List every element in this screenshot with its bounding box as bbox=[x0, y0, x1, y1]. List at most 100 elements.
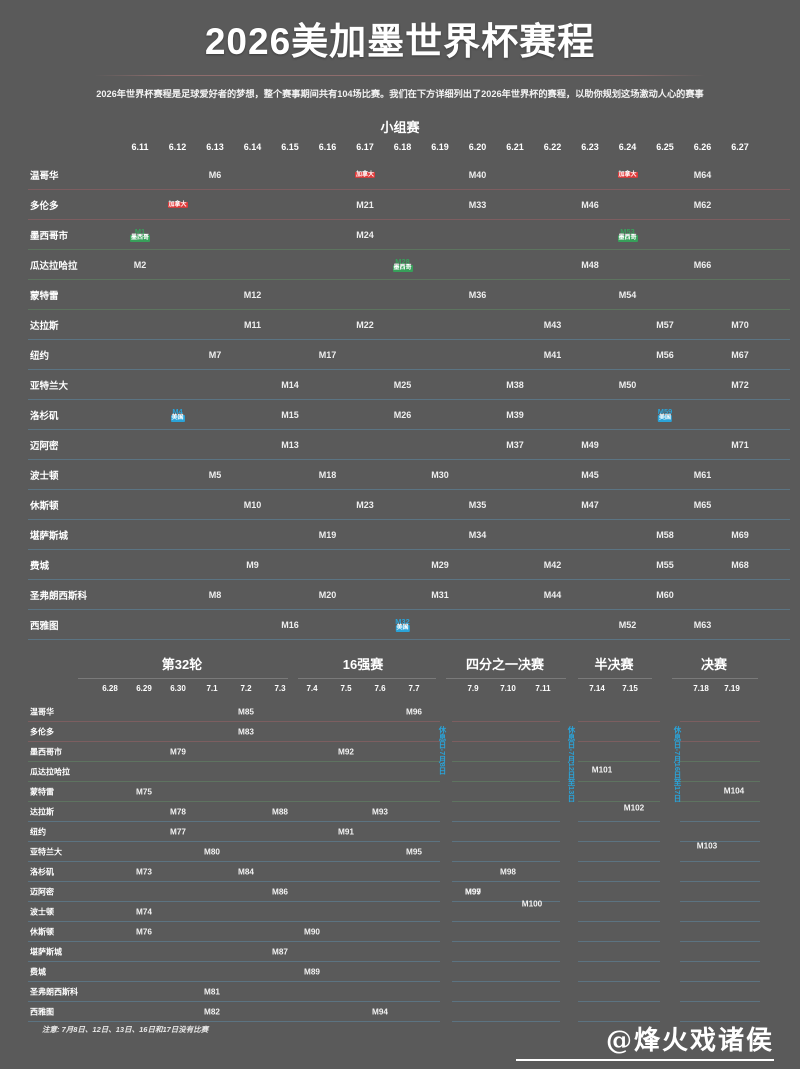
match-cell[interactable]: M88 bbox=[272, 807, 288, 817]
match-cell[interactable]: M67 bbox=[731, 349, 749, 360]
match-cell[interactable]: M23 bbox=[356, 499, 374, 510]
match-cell[interactable]: M75 bbox=[136, 787, 152, 797]
match-cell[interactable]: M37 bbox=[506, 439, 524, 450]
match-cell[interactable]: M18 bbox=[318, 469, 337, 480]
match-cell[interactable]: M15 bbox=[281, 409, 299, 420]
match-cell[interactable]: M77 bbox=[170, 827, 186, 837]
match-cell[interactable]: M91 bbox=[338, 827, 354, 837]
match-cell[interactable]: M102 bbox=[623, 803, 645, 813]
match-cell[interactable]: M56 bbox=[656, 349, 674, 360]
match-cell[interactable]: M35 bbox=[468, 499, 487, 510]
match-cell[interactable]: M97 bbox=[465, 887, 481, 897]
match-cell[interactable]: M36 bbox=[468, 289, 487, 300]
host-match-marker[interactable]: M1 墨西哥 bbox=[129, 227, 151, 242]
host-match-marker[interactable]: M53 墨西哥 bbox=[617, 227, 638, 242]
match-cell[interactable]: M76 bbox=[136, 927, 152, 937]
match-cell[interactable]: M89 bbox=[304, 967, 320, 977]
match-cell[interactable]: M84 bbox=[238, 867, 254, 877]
match-cell[interactable]: M101 bbox=[591, 765, 613, 775]
match-cell[interactable]: M29 bbox=[431, 559, 449, 570]
match-cell[interactable]: M24 bbox=[356, 229, 374, 240]
match-cell[interactable]: M72 bbox=[731, 379, 749, 390]
match-cell[interactable]: M74 bbox=[136, 907, 152, 917]
match-cell[interactable]: M82 bbox=[204, 1007, 220, 1017]
match-cell[interactable]: M2 bbox=[133, 259, 147, 270]
match-cell[interactable]: M25 bbox=[393, 379, 412, 390]
match-cell[interactable]: M13 bbox=[281, 439, 299, 450]
match-cell[interactable]: M98 bbox=[500, 867, 516, 877]
match-cell[interactable]: M49 bbox=[581, 439, 599, 450]
match-cell[interactable]: M93 bbox=[372, 807, 388, 817]
match-cell[interactable]: M19 bbox=[318, 529, 337, 540]
match-cell[interactable]: M17 bbox=[318, 349, 337, 360]
match-cell[interactable]: M78 bbox=[170, 807, 186, 817]
match-cell[interactable]: M26 bbox=[393, 409, 412, 420]
match-cell[interactable]: M80 bbox=[204, 847, 220, 857]
match-cell[interactable]: M5 bbox=[208, 469, 222, 480]
match-cell[interactable]: M40 bbox=[468, 169, 487, 180]
match-cell[interactable]: M64 bbox=[693, 169, 712, 180]
match-cell[interactable]: M104 bbox=[723, 786, 745, 796]
match-cell[interactable]: M46 bbox=[581, 199, 599, 210]
host-match-marker[interactable]: M32 美国 bbox=[395, 617, 410, 632]
match-cell[interactable]: M55 bbox=[656, 559, 674, 570]
match-cell[interactable]: M6 bbox=[208, 169, 222, 180]
match-cell[interactable]: M38 bbox=[506, 379, 524, 390]
match-cell[interactable]: M20 bbox=[318, 589, 337, 600]
match-cell[interactable]: M47 bbox=[581, 499, 599, 510]
host-match-marker[interactable]: M28 墨西哥 bbox=[392, 257, 413, 272]
match-cell[interactable]: M66 bbox=[693, 259, 712, 270]
match-cell[interactable]: M8 bbox=[208, 589, 222, 600]
match-cell[interactable]: M52 bbox=[618, 619, 637, 630]
match-cell[interactable]: M10 bbox=[243, 499, 262, 510]
match-cell[interactable]: M41 bbox=[543, 349, 562, 360]
match-cell[interactable]: M71 bbox=[731, 439, 749, 450]
match-cell[interactable]: M48 bbox=[581, 259, 599, 270]
match-cell[interactable]: M30 bbox=[431, 469, 449, 480]
match-cell[interactable]: M81 bbox=[204, 987, 220, 997]
match-cell[interactable]: M90 bbox=[304, 927, 320, 937]
match-cell[interactable]: M96 bbox=[406, 707, 422, 717]
match-cell[interactable]: M79 bbox=[170, 747, 186, 757]
match-cell[interactable]: M14 bbox=[281, 379, 299, 390]
match-cell[interactable]: M31 bbox=[431, 589, 449, 600]
match-cell[interactable]: M22 bbox=[356, 319, 374, 330]
host-match-marker[interactable]: 加拿大 bbox=[167, 201, 188, 208]
match-cell[interactable]: M65 bbox=[693, 499, 712, 510]
host-match-marker[interactable]: 加拿大 bbox=[617, 171, 638, 178]
match-cell[interactable]: M63 bbox=[693, 619, 712, 630]
match-cell[interactable]: M58 bbox=[656, 529, 674, 540]
match-cell[interactable]: M69 bbox=[731, 529, 749, 540]
match-cell[interactable]: M100 bbox=[521, 899, 543, 909]
match-cell[interactable]: M33 bbox=[468, 199, 487, 210]
match-cell[interactable]: M103 bbox=[696, 841, 718, 851]
match-cell[interactable]: M99 bbox=[465, 887, 481, 897]
match-cell[interactable]: M54 bbox=[618, 289, 637, 300]
match-cell[interactable]: M34 bbox=[468, 529, 487, 540]
match-cell[interactable]: M21 bbox=[356, 199, 374, 210]
match-cell[interactable]: M44 bbox=[543, 589, 562, 600]
host-match-marker[interactable]: M59 美国 bbox=[657, 407, 673, 422]
match-cell[interactable]: M11 bbox=[243, 319, 262, 330]
match-cell[interactable]: M42 bbox=[543, 559, 562, 570]
match-cell[interactable]: M87 bbox=[272, 947, 288, 957]
match-cell[interactable]: M9 bbox=[246, 559, 259, 570]
match-cell[interactable]: M68 bbox=[731, 559, 749, 570]
match-cell[interactable]: M95 bbox=[406, 847, 422, 857]
match-cell[interactable]: M43 bbox=[543, 319, 562, 330]
match-cell[interactable]: M83 bbox=[238, 727, 254, 737]
host-match-marker[interactable]: 加拿大 bbox=[354, 171, 376, 178]
match-cell[interactable]: M60 bbox=[656, 589, 674, 600]
match-cell[interactable]: M70 bbox=[731, 319, 749, 330]
match-cell[interactable]: M92 bbox=[338, 747, 354, 757]
match-cell[interactable]: M86 bbox=[272, 887, 288, 897]
match-cell[interactable]: M85 bbox=[238, 707, 254, 717]
match-cell[interactable]: M7 bbox=[208, 349, 222, 360]
match-cell[interactable]: M50 bbox=[618, 379, 637, 390]
match-cell[interactable]: M39 bbox=[506, 409, 524, 420]
match-cell[interactable]: M57 bbox=[656, 319, 674, 330]
match-cell[interactable]: M62 bbox=[693, 199, 712, 210]
match-cell[interactable]: M16 bbox=[281, 619, 299, 630]
match-cell[interactable]: M61 bbox=[693, 469, 712, 480]
host-match-marker[interactable]: M4 美国 bbox=[170, 407, 185, 422]
